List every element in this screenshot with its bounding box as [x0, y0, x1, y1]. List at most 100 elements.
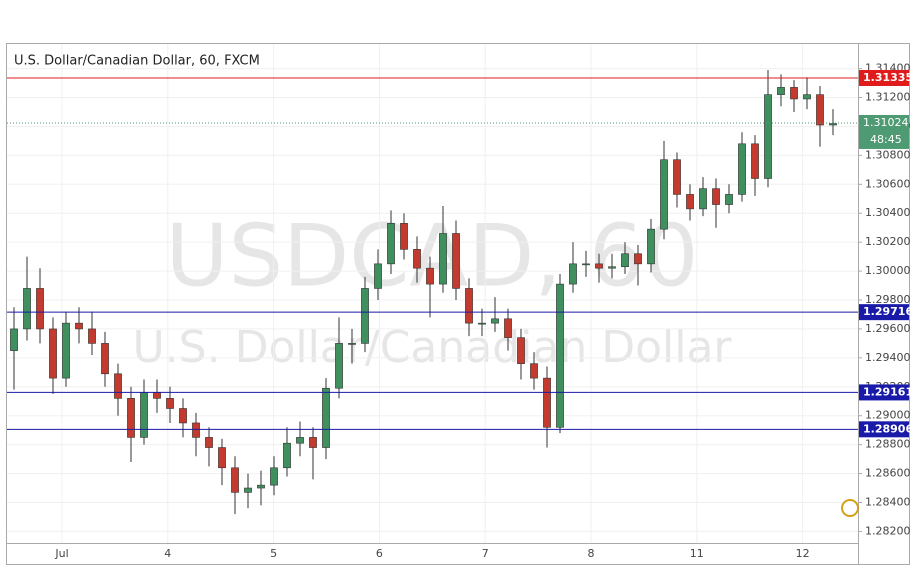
candle-body [400, 223, 408, 250]
y-tick-label: 1.28400 [865, 496, 911, 509]
y-tick-label: 1.30600 [865, 177, 911, 190]
candle-body [361, 288, 369, 344]
y-tick-label: 1.28200 [865, 524, 911, 537]
candle-body [374, 263, 382, 289]
y-tick-label: 1.30400 [865, 206, 911, 219]
x-tick-label: 8 [588, 547, 595, 560]
candle-body [36, 288, 44, 330]
y-tick-label: 1.29600 [865, 322, 911, 335]
candle-body [49, 328, 57, 379]
y-tick-label: 1.30200 [865, 235, 911, 248]
candle-body [543, 377, 551, 428]
candle-body [582, 263, 590, 266]
last-price-label: 1.31024 [863, 116, 909, 129]
candle-body [803, 94, 811, 100]
level-label-box [859, 69, 909, 86]
plot [7, 44, 858, 543]
candle-body [738, 143, 746, 195]
candle-body [595, 263, 603, 269]
frame [6, 43, 910, 565]
candle-body [231, 467, 239, 493]
x-tick-label: 4 [164, 547, 171, 560]
candle-body [283, 442, 291, 469]
candle-body [23, 288, 31, 330]
candle-body [257, 484, 265, 489]
y-tick-label: 1.31200 [865, 91, 911, 104]
candle-body [608, 266, 616, 269]
x-tick-label: 12 [796, 547, 810, 560]
level-label-box [859, 304, 909, 321]
candle-body [829, 123, 837, 126]
candle-body [712, 188, 720, 205]
candle-body [192, 422, 200, 438]
candle-body [218, 447, 226, 469]
candle-body [296, 437, 304, 444]
candle-body [673, 159, 681, 195]
candle-body [439, 233, 447, 285]
y-tick-label: 1.30000 [865, 264, 911, 277]
candle-body [270, 467, 278, 486]
x-tick-label: 6 [376, 547, 383, 560]
candle-body [530, 363, 538, 379]
candle-body [75, 322, 83, 330]
x-tick-label: 7 [482, 547, 489, 560]
candle-body [348, 343, 356, 345]
candle-body [621, 253, 629, 268]
x-tick-label: 5 [270, 547, 277, 560]
candle-body [322, 387, 330, 448]
last-price-box [859, 114, 909, 149]
y-tick-label: 1.30800 [865, 148, 911, 161]
candle-body [140, 392, 148, 438]
watermark: USDCAD, 60 [166, 206, 699, 306]
candle-body [413, 249, 421, 269]
candle-body [556, 283, 564, 428]
y-tick-label: 1.28800 [865, 438, 911, 451]
candle-body [491, 318, 499, 324]
candle-body [634, 253, 642, 265]
candle-body [387, 223, 395, 265]
candle-body [725, 194, 733, 205]
candle-body [335, 343, 343, 389]
candle-body [660, 159, 668, 230]
candle-body [426, 267, 434, 285]
countdown: 48:45 [870, 133, 902, 146]
candle-body [114, 373, 122, 399]
candle-body [777, 87, 785, 95]
candle-body [101, 343, 109, 375]
candle-body [127, 398, 135, 438]
candle-body [62, 322, 70, 379]
candle-body [790, 87, 798, 100]
x-tick-label: 11 [690, 547, 704, 560]
level-label: 1.29716 [863, 305, 913, 318]
level-label: 1.31335 [863, 71, 913, 84]
candle-body [153, 392, 161, 399]
y-tick-label: 1.29400 [865, 351, 911, 364]
level-label: 1.29161 [863, 385, 913, 398]
candle-body [686, 194, 694, 210]
candle-body [478, 322, 486, 325]
watermark-subtitle: U.S. Dollar/Canadian Dollar [132, 322, 732, 373]
y-tick-label: 1.29000 [865, 409, 911, 422]
candle-body [465, 288, 473, 324]
candle-body [569, 263, 577, 285]
chart-title: U.S. Dollar/Canadian Dollar, 60, FXCM [14, 54, 260, 69]
level-label-box [859, 421, 909, 438]
candle-body [205, 437, 213, 448]
x-tick-label: Jul [54, 547, 68, 560]
candle-body [309, 437, 317, 448]
candle-body [764, 94, 772, 179]
candle-body [504, 318, 512, 338]
candle-body [517, 337, 525, 364]
candle-body [816, 94, 824, 126]
candle-body [699, 188, 707, 210]
event-icon[interactable] [841, 499, 859, 517]
candle-body [244, 487, 252, 493]
y-tick-label: 1.28600 [865, 467, 911, 480]
candle-body [452, 233, 460, 289]
candle-body [166, 398, 174, 409]
level-label: 1.28906 [863, 422, 913, 435]
level-label-box [859, 384, 909, 401]
candle-body [88, 328, 96, 344]
candle-body [10, 328, 18, 351]
